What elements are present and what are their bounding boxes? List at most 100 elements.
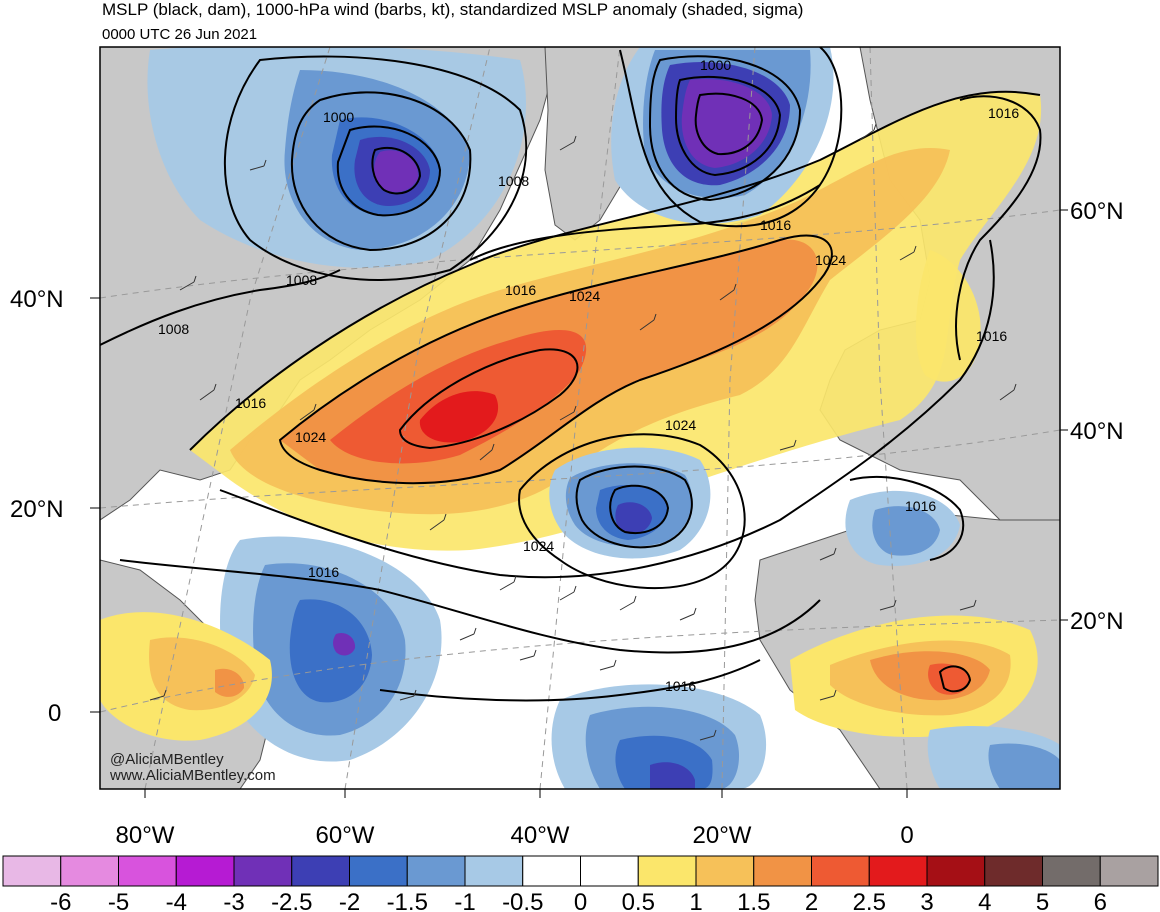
isobar-1008-west [100,269,341,346]
lat-label-left: 0 [48,700,61,727]
wind-barb [859,123,877,141]
anomaly-africa-pos4 [928,663,970,695]
isobar-label: 1008 [286,272,317,288]
lon-label-bottom: 80°W [116,822,175,849]
isobar-africa-low [938,665,972,693]
isobar-1016-eq [379,659,761,702]
wind-barb [699,729,717,741]
anomaly-med-neg2 [872,506,940,556]
wind-barb [899,245,917,261]
isobar-label: 1016 [905,498,936,514]
anomaly-scandinavia-pos [915,250,981,382]
wind-barb [959,599,977,611]
isobar-label: 1000 [700,57,731,73]
isobar-1016-ridge [189,90,1041,451]
colorbar-swatch [753,855,812,887]
meridian-60w [344,47,491,789]
lon-label-bottom: 60°W [316,822,375,849]
colorbar-swatch [464,855,524,887]
anomaly-caribbean-core [333,632,356,656]
isobar-1008-labrador [223,55,528,281]
isobar-labrador-core [371,146,422,195]
isobar-label: 1016 [308,564,339,580]
colorbar-swatch [1099,855,1159,887]
left-ticks [90,297,100,713]
colorbar-swatch [695,855,755,887]
isobar-label: 1016 [976,328,1007,344]
colorbar-label: 4 [978,889,991,912]
map-subtitle: 0000 UTC 26 Jun 2021 [102,26,258,43]
meridian-20w [721,47,756,789]
isobar-label: 1000 [323,109,354,125]
colorbar-label: 1.5 [737,889,770,912]
meridian-80w [144,47,331,789]
isobar-azores-inner [575,465,693,549]
isobar-label: 1016 [235,395,266,411]
isobar-label: 1008 [498,173,529,189]
isobar-iceland-inner [674,76,782,177]
wind-barb [559,135,577,151]
colorbar-label: 6 [1094,889,1107,912]
meridian-0 [869,47,908,789]
colorbar-label: 0.5 [622,889,655,912]
colorbar-swatch [175,855,235,887]
isobar-scandinavia [955,95,1042,361]
colorbar-label: 2.5 [853,889,886,912]
wind-barb [499,575,517,591]
colorbar-swatch [637,855,697,887]
parallel-20n [100,429,1060,509]
map-title: MSLP (black, dam), 1000-hPa wind (barbs,… [102,0,804,19]
wind-barb [679,607,697,621]
isobar-label: 1024 [665,417,696,433]
parallel-40n [100,209,1060,299]
isobar-label: 1016 [505,282,536,298]
isobar-1016-caribbean [119,559,821,654]
lat-label-left: 20°N [10,496,64,523]
isobar-1008-iceland [619,47,843,228]
lat-label-right: 40°N [1070,418,1124,445]
lon-label-bottom: 0 [900,822,913,849]
map-frame [99,46,1061,790]
isobar-label: 1024 [815,252,846,268]
isobar-label: 1016 [988,105,1019,121]
bottom-ticks [144,789,908,798]
wind-barb [819,689,837,701]
colorbar-label: -5 [108,889,129,912]
meridian-40w [539,47,621,789]
isobar-1000-labrador [290,91,472,252]
colorbar-swatch [118,855,177,887]
colorbar-swatch [868,855,928,887]
colorbar-swatch [2,855,62,887]
graticule [100,47,1060,789]
colorbar-swatch [60,855,119,887]
colorbar-label: -2.5 [271,889,312,912]
colorbar-label: -1.5 [387,889,428,912]
isobar-label: 1016 [665,678,696,694]
isobar-1016-greenland [469,184,821,261]
colorbar-swatch [984,855,1043,887]
wind-barb [249,159,267,171]
colorbar-label: -0.5 [502,889,543,912]
isobar-1024-azores [518,433,746,590]
wind-barb [429,513,447,531]
wind-barb [599,659,617,671]
wind-barb [479,443,495,461]
credit-site: www.AliciaMBentley.com [109,767,276,784]
isobar-labels: 1000 1000 1008 1008 1008 1016 1016 1016 … [158,57,1019,694]
wind-barb [399,689,417,701]
colorbar: -6 -5 -4 -3 -2.5 -2 -1.5 -1 -0.5 0 0.5 1 1.5 2 2.5 3 4 5 6 [2,855,1159,912]
isobar-1016-ridge-south [219,239,995,579]
wind-barb [639,313,657,331]
isobar-label: 1024 [295,429,326,445]
isobar-label: 1016 [760,217,791,233]
colorbar-swatch [233,855,293,887]
map-panel: 1000 1000 1008 1008 1008 1016 1016 1016 … [100,47,1060,789]
lat-label-right: 60°N [1070,198,1124,225]
isobar-1024-inner [398,348,579,450]
isobar-label: 1024 [569,288,600,304]
anomaly-caribbean-inner [289,599,372,703]
lat-label-right: 20°N [1070,608,1124,635]
colorbar-swatch [349,855,408,887]
right-ticks [1060,209,1068,621]
